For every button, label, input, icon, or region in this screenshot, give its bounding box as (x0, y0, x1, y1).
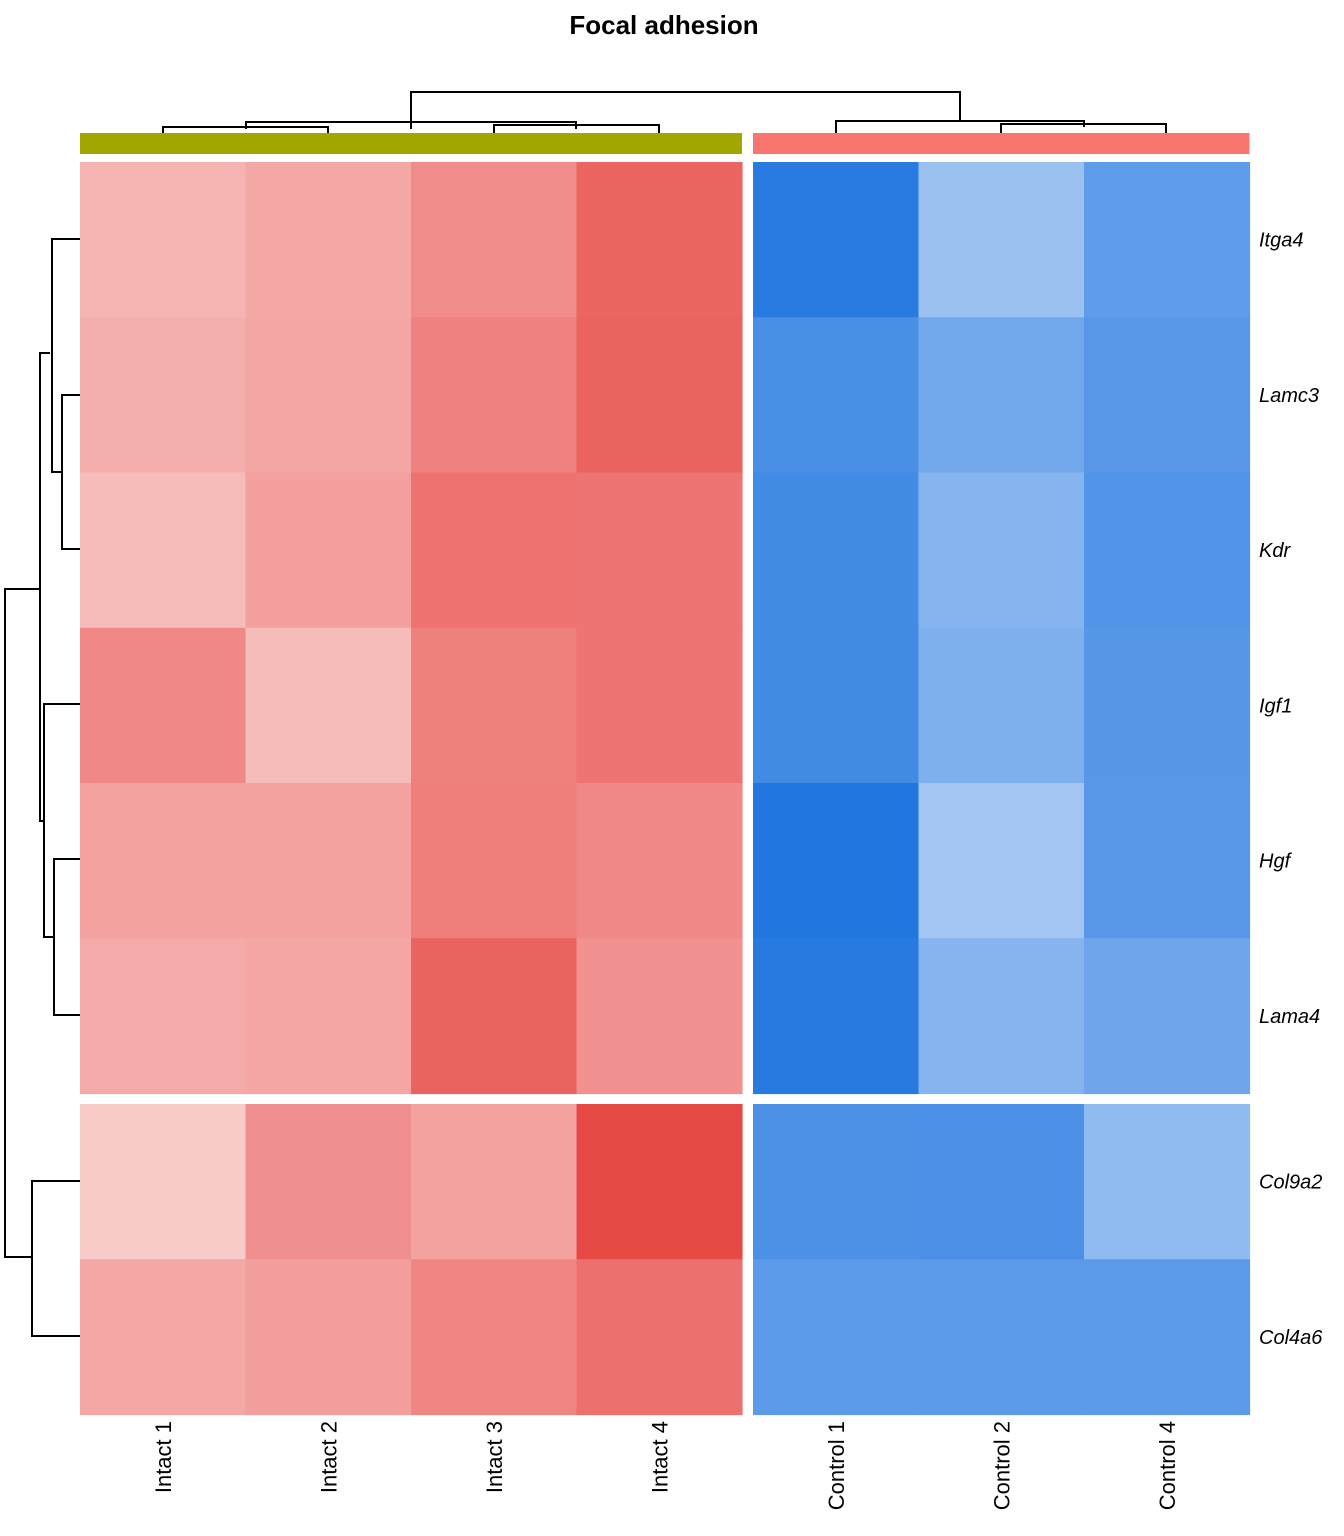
row-label-itga4: Itga4 (1259, 230, 1303, 252)
cell-igf1-control-4 (1084, 627, 1251, 784)
cell-hgf-intact-2 (245, 783, 412, 939)
cell-lama4-intact-4 (576, 938, 743, 1095)
cell-lamc3-intact-4 (576, 317, 743, 474)
row-label-lamc3: Lamc3 (1259, 385, 1319, 407)
cell-igf1-intact-2 (245, 627, 412, 784)
cell-kdr-control-4 (1084, 472, 1251, 629)
cell-hgf-control-1 (753, 783, 920, 939)
cell-col4a6-intact-2 (245, 1259, 412, 1416)
cell-itga4-control-4 (1084, 162, 1251, 318)
cell-hgf-control-2 (918, 783, 1085, 939)
cell-igf1-intact-1 (80, 627, 247, 784)
column-label-intact-2: Intact 2 (316, 1421, 341, 1493)
row-label-igf1: Igf1 (1259, 695, 1292, 717)
cell-lamc3-control-2 (918, 317, 1085, 474)
cell-igf1-control-1 (753, 627, 920, 784)
cell-itga4-control-1 (753, 162, 920, 318)
annotation-bar-intact (80, 133, 742, 154)
cell-kdr-control-2 (918, 472, 1085, 629)
cell-col4a6-control-1 (753, 1259, 920, 1416)
row-label-hgf: Hgf (1259, 851, 1293, 873)
cell-itga4-intact-3 (411, 162, 578, 318)
row-labels: Itga4 Lamc3 Kdr Igf1 Hgf Lama4 Col9a2 Col4a6 (1259, 230, 1323, 1349)
row-label-lama4: Lama4 (1259, 1006, 1320, 1028)
cell-col9a2-intact-2 (245, 1104, 412, 1260)
column-label-intact-3: Intact 3 (482, 1421, 507, 1493)
cell-itga4-control-2 (918, 162, 1085, 318)
col-dendro-control-split (835, 120, 1085, 133)
column-label-control-4: Control 4 (1155, 1421, 1180, 1510)
row-dendro-igf1-hgf-lama4 (43, 703, 80, 938)
cell-lamc3-control-1 (753, 317, 920, 474)
cell-col9a2-control-1 (753, 1104, 920, 1260)
cell-col4a6-control-2 (918, 1259, 1085, 1416)
row-dendro-lamc3-kdr (61, 394, 80, 550)
cell-kdr-control-1 (753, 472, 920, 629)
cell-kdr-intact-1 (80, 472, 247, 629)
cell-itga4-intact-4 (576, 162, 743, 318)
row-dendro-hgf-lama4 (53, 858, 80, 1016)
cell-kdr-intact-3 (411, 472, 578, 629)
cell-col9a2-control-2 (918, 1104, 1085, 1260)
row-label-col4a6: Col4a6 (1259, 1327, 1323, 1349)
cell-hgf-intact-1 (80, 783, 247, 939)
cell-kdr-intact-4 (576, 472, 743, 629)
cell-hgf-intact-4 (576, 783, 743, 939)
cell-itga4-intact-2 (245, 162, 412, 318)
cell-lama4-intact-1 (80, 938, 247, 1095)
row-dendro-col9a2-col4a6 (31, 1180, 80, 1337)
row-label-kdr: Kdr (1259, 540, 1291, 562)
cell-col4a6-control-4 (1084, 1259, 1251, 1416)
row-dendro-root (4, 588, 40, 1258)
cell-hgf-intact-3 (411, 783, 578, 939)
column-dendrogram (162, 91, 1167, 133)
cell-kdr-intact-2 (245, 472, 412, 629)
heatmap-cells (80, 162, 1251, 1416)
cell-lamc3-intact-2 (245, 317, 412, 474)
cell-igf1-control-2 (918, 627, 1085, 784)
row-dendrogram (4, 238, 80, 1337)
row-dendro-itga4-lamc3-kdr (51, 238, 80, 473)
cell-col4a6-intact-1 (80, 1259, 247, 1416)
cell-lama4-intact-3 (411, 938, 578, 1095)
cell-lamc3-intact-1 (80, 317, 247, 474)
chart-title: Focal adhesion (569, 10, 758, 40)
column-labels: Intact 1 Intact 2 Intact 3 Intact 4 Control … (151, 1421, 1180, 1510)
cell-col9a2-intact-1 (80, 1104, 247, 1260)
cell-lama4-control-4 (1084, 938, 1251, 1095)
cell-igf1-intact-3 (411, 627, 578, 784)
annotation-bar-control (753, 133, 1250, 154)
cell-igf1-intact-4 (576, 627, 743, 784)
row-label-col9a2: Col9a2 (1259, 1172, 1322, 1194)
cell-lama4-intact-2 (245, 938, 412, 1095)
col-dendro-control-2-4 (1000, 123, 1167, 133)
cell-lama4-control-2 (918, 938, 1085, 1095)
cell-hgf-control-4 (1084, 783, 1251, 939)
cell-lamc3-intact-3 (411, 317, 578, 474)
cell-lamc3-control-4 (1084, 317, 1251, 474)
col-dendro-intact-1-2 (162, 126, 329, 133)
col-dendro-intact-3-4 (493, 124, 660, 133)
cell-col4a6-intact-4 (576, 1259, 743, 1416)
column-label-control-2: Control 2 (989, 1421, 1014, 1510)
cell-col9a2-intact-4 (576, 1104, 743, 1260)
group-annotation-bars (80, 133, 1250, 154)
cell-lama4-control-1 (753, 938, 920, 1095)
col-dendro-root (410, 91, 961, 129)
column-label-intact-1: Intact 1 (151, 1421, 176, 1493)
column-label-control-1: Control 1 (824, 1421, 849, 1510)
cell-col9a2-intact-3 (411, 1104, 578, 1260)
cell-col4a6-intact-3 (411, 1259, 578, 1416)
column-label-intact-4: Intact 4 (647, 1421, 672, 1493)
row-dendro-cluster1-split (39, 352, 50, 822)
cell-col9a2-control-4 (1084, 1104, 1251, 1260)
cell-itga4-intact-1 (80, 162, 247, 318)
